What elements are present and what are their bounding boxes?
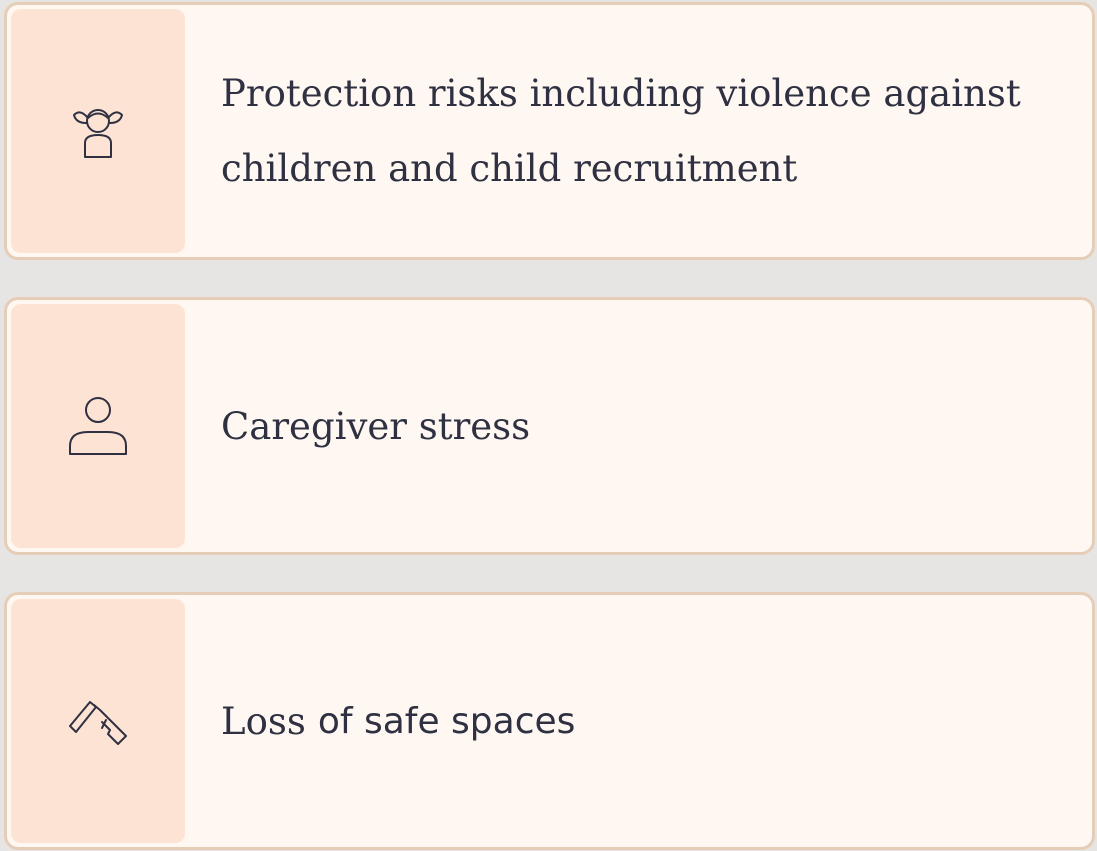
- child-icon: [73, 109, 123, 158]
- icon-panel: [11, 599, 185, 843]
- risk-text: Loss of safe spaces: [221, 595, 1032, 847]
- risk-card: Protection risks including violence agai…: [4, 2, 1095, 260]
- risk-card: Caregiver stress: [4, 297, 1095, 555]
- risk-text: Caregiver stress: [221, 300, 1032, 552]
- label: of safe spaces: [317, 700, 576, 742]
- icon-panel: [11, 9, 185, 253]
- gun-icon: [69, 701, 127, 745]
- label: Loss: [221, 699, 306, 743]
- risk-card: Loss of safe spaces: [4, 592, 1095, 850]
- label: Caregiver stress: [221, 404, 531, 448]
- person-icon: [69, 397, 127, 455]
- risk-text: Protection risks including violence agai…: [221, 5, 1032, 257]
- label: Protection risks including violence agai…: [221, 72, 1021, 190]
- icon-panel: [11, 304, 185, 548]
